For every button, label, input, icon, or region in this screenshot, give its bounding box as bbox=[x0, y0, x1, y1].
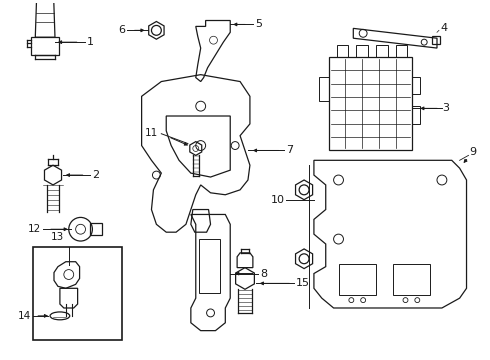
Text: 14: 14 bbox=[18, 311, 31, 321]
Text: 8: 8 bbox=[260, 269, 267, 279]
Text: 2: 2 bbox=[93, 170, 99, 180]
Text: 15: 15 bbox=[296, 278, 310, 288]
Text: 13: 13 bbox=[51, 232, 65, 242]
Bar bbox=[413, 106, 420, 124]
Text: 7: 7 bbox=[286, 145, 294, 156]
Bar bbox=[199, 239, 221, 293]
Bar bbox=[33, 247, 122, 341]
Bar bbox=[413, 77, 420, 94]
Text: 4: 4 bbox=[440, 23, 447, 33]
Text: 12: 12 bbox=[28, 224, 41, 234]
Bar bbox=[376, 45, 388, 57]
Text: 9: 9 bbox=[469, 148, 477, 157]
Text: 5: 5 bbox=[255, 19, 262, 30]
Text: 11: 11 bbox=[145, 128, 158, 138]
Bar bbox=[432, 36, 440, 44]
Bar bbox=[337, 45, 348, 57]
Text: 10: 10 bbox=[270, 195, 284, 205]
Bar bbox=[339, 264, 376, 295]
Bar bbox=[392, 264, 430, 295]
Bar bbox=[395, 45, 408, 57]
Bar bbox=[319, 77, 329, 101]
Text: 3: 3 bbox=[442, 103, 449, 113]
Bar bbox=[329, 57, 413, 150]
Bar bbox=[356, 45, 368, 57]
Text: 6: 6 bbox=[118, 25, 125, 35]
Text: 1: 1 bbox=[86, 37, 94, 47]
